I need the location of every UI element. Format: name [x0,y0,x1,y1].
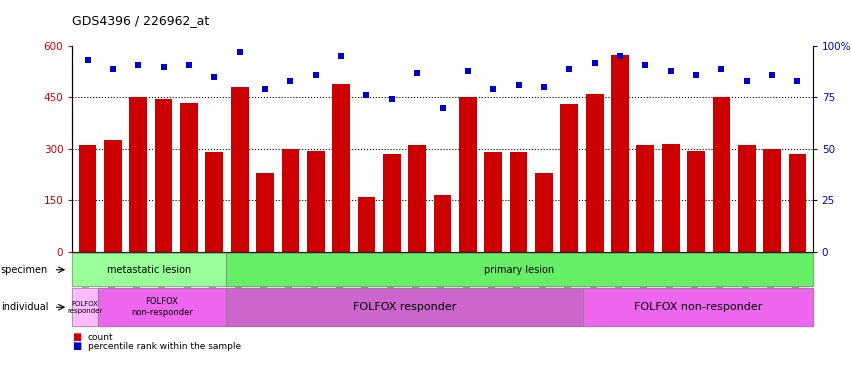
Point [309,72,323,78]
Text: primary lesion: primary lesion [484,265,554,275]
Bar [256,173,274,252]
Bar [282,149,300,252]
Text: individual: individual [1,302,49,312]
Bar [763,149,781,252]
Bar [155,99,173,252]
Point [740,78,754,84]
Point [664,68,677,74]
Point [182,61,196,68]
Point [765,72,779,78]
Point [131,61,145,68]
Point [715,66,728,72]
Text: ■: ■ [72,332,82,342]
Bar [180,103,197,252]
Bar [789,154,807,252]
Bar [205,152,223,252]
Bar [484,152,502,252]
Point [689,72,703,78]
Bar [585,94,603,252]
Bar [104,140,122,252]
Point [537,84,551,90]
Point [410,70,424,76]
Bar [434,195,451,252]
Point [638,61,652,68]
Text: percentile rank within the sample: percentile rank within the sample [88,342,241,351]
Bar [510,152,528,252]
Point [563,66,576,72]
Text: ■: ■ [72,341,82,351]
Bar [357,197,375,252]
Point [283,78,297,84]
Bar [459,98,477,252]
Text: FOLFOX non-responder: FOLFOX non-responder [634,302,762,312]
Point [334,53,348,60]
Text: FOLFOX
responder: FOLFOX responder [67,301,103,314]
Text: GDS4396 / 226962_at: GDS4396 / 226962_at [72,14,209,27]
Bar [383,154,401,252]
Point [487,86,500,92]
Point [461,68,475,74]
Point [81,57,94,63]
Bar [738,146,756,252]
Point [791,78,804,84]
Bar [307,151,324,252]
Bar [129,98,147,252]
Bar [231,87,248,252]
Bar [561,104,578,252]
Text: FOLFOX
non-responder: FOLFOX non-responder [131,298,192,317]
Point [511,82,525,88]
Text: count: count [88,333,113,342]
Text: FOLFOX responder: FOLFOX responder [352,302,456,312]
Point [588,60,602,66]
Point [106,66,120,72]
Bar [688,151,705,252]
Point [157,64,170,70]
Point [360,92,374,98]
Point [436,104,449,111]
Bar [637,146,654,252]
Point [614,53,627,60]
Bar [611,55,629,252]
Text: specimen: specimen [1,265,49,275]
Bar [535,173,553,252]
Point [385,96,398,103]
Bar [332,84,350,252]
Text: metastatic lesion: metastatic lesion [106,265,191,275]
Point [233,49,247,55]
Bar [662,144,680,252]
Point [258,86,271,92]
Bar [408,146,426,252]
Point [208,74,221,80]
Bar [78,146,96,252]
Bar [712,98,730,252]
